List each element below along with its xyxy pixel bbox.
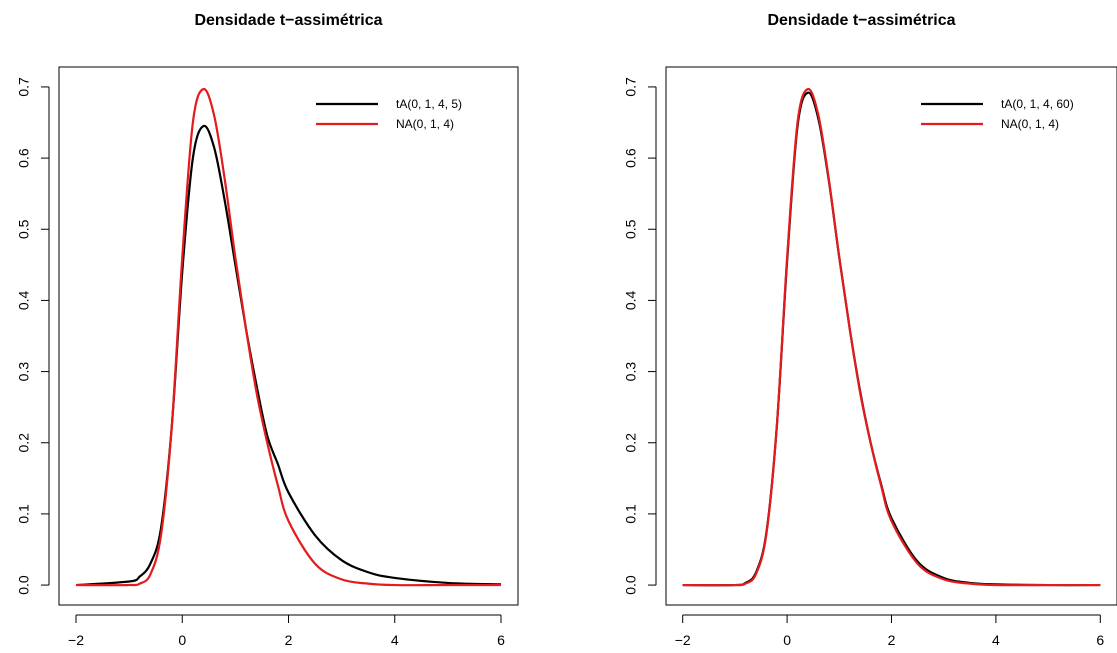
x-tick-label: 4 — [992, 632, 1000, 648]
y-tick-label: 0.3 — [623, 362, 639, 382]
chart-panel-1: Densidade t−assimétrica−2 0 2 4 60.00.10.20.… — [16, 12, 519, 648]
y-tick-label: 0.7 — [16, 77, 32, 97]
y-tick-label: 0.0 — [16, 575, 32, 595]
plot-frame — [665, 66, 1117, 606]
x-tick-label: 2 — [888, 632, 896, 648]
legend: tA(0, 1, 4, 60) NA(0, 1, 4) — [921, 97, 1074, 131]
y-tick-label: 0.5 — [623, 219, 639, 239]
chart-title: Densidade t−assimétrica — [767, 12, 955, 29]
x-axis: −2 0 2 4 6 — [675, 614, 1104, 648]
y-tick-label: 0.4 — [623, 290, 639, 310]
y-tick-label: 0.0 — [623, 575, 639, 595]
x-tick-label: −2 — [675, 632, 691, 648]
x-tick-label: 6 — [497, 632, 505, 648]
y-axis: 0.0 0.1 0.2 0.3 0.4 0.5 0.6 0.7 — [16, 77, 50, 595]
y-tick-label: 0.7 — [623, 77, 639, 97]
y-tick-label: 0.5 — [16, 219, 32, 239]
legend-label-1: tA(0, 1, 4, 60) — [1001, 97, 1074, 111]
y-tick-label: 0.2 — [623, 433, 639, 453]
series-line-2 — [682, 87, 1101, 587]
y-tick-label: 0.6 — [623, 148, 639, 168]
series-line-1 — [682, 91, 1101, 587]
x-tick-label: −2 — [68, 632, 84, 648]
y-tick-label: 0.3 — [16, 362, 32, 382]
y-tick-label: 0.1 — [16, 504, 32, 524]
series-line-1 — [75, 124, 502, 587]
legend-label-2: NA(0, 1, 4) — [396, 117, 454, 131]
plot-frame — [58, 66, 519, 606]
y-tick-label: 0.4 — [16, 290, 32, 310]
x-tick-label: 4 — [391, 632, 399, 648]
chart-title: Densidade t−assimétrica — [194, 12, 382, 29]
y-tick-label: 0.2 — [16, 433, 32, 453]
x-tick-label: 2 — [285, 632, 293, 648]
series-line-2 — [75, 87, 501, 587]
x-tick-label: 0 — [178, 632, 186, 648]
chart-panel-2: Densidade t−assimétrica−2 0 2 4 60.00.10.20.… — [623, 12, 1117, 648]
legend-label-1: tA(0, 1, 4, 5) — [396, 97, 462, 111]
x-tick-label: 6 — [1096, 632, 1104, 648]
legend: tA(0, 1, 4, 5) NA(0, 1, 4) — [316, 97, 462, 131]
y-axis: 0.0 0.1 0.2 0.3 0.4 0.5 0.6 0.7 — [623, 77, 657, 595]
x-axis: −2 0 2 4 6 — [68, 614, 505, 648]
legend-label-2: NA(0, 1, 4) — [1001, 117, 1059, 131]
y-tick-label: 0.6 — [16, 148, 32, 168]
x-tick-label: 0 — [783, 632, 791, 648]
y-tick-label: 0.1 — [623, 504, 639, 524]
